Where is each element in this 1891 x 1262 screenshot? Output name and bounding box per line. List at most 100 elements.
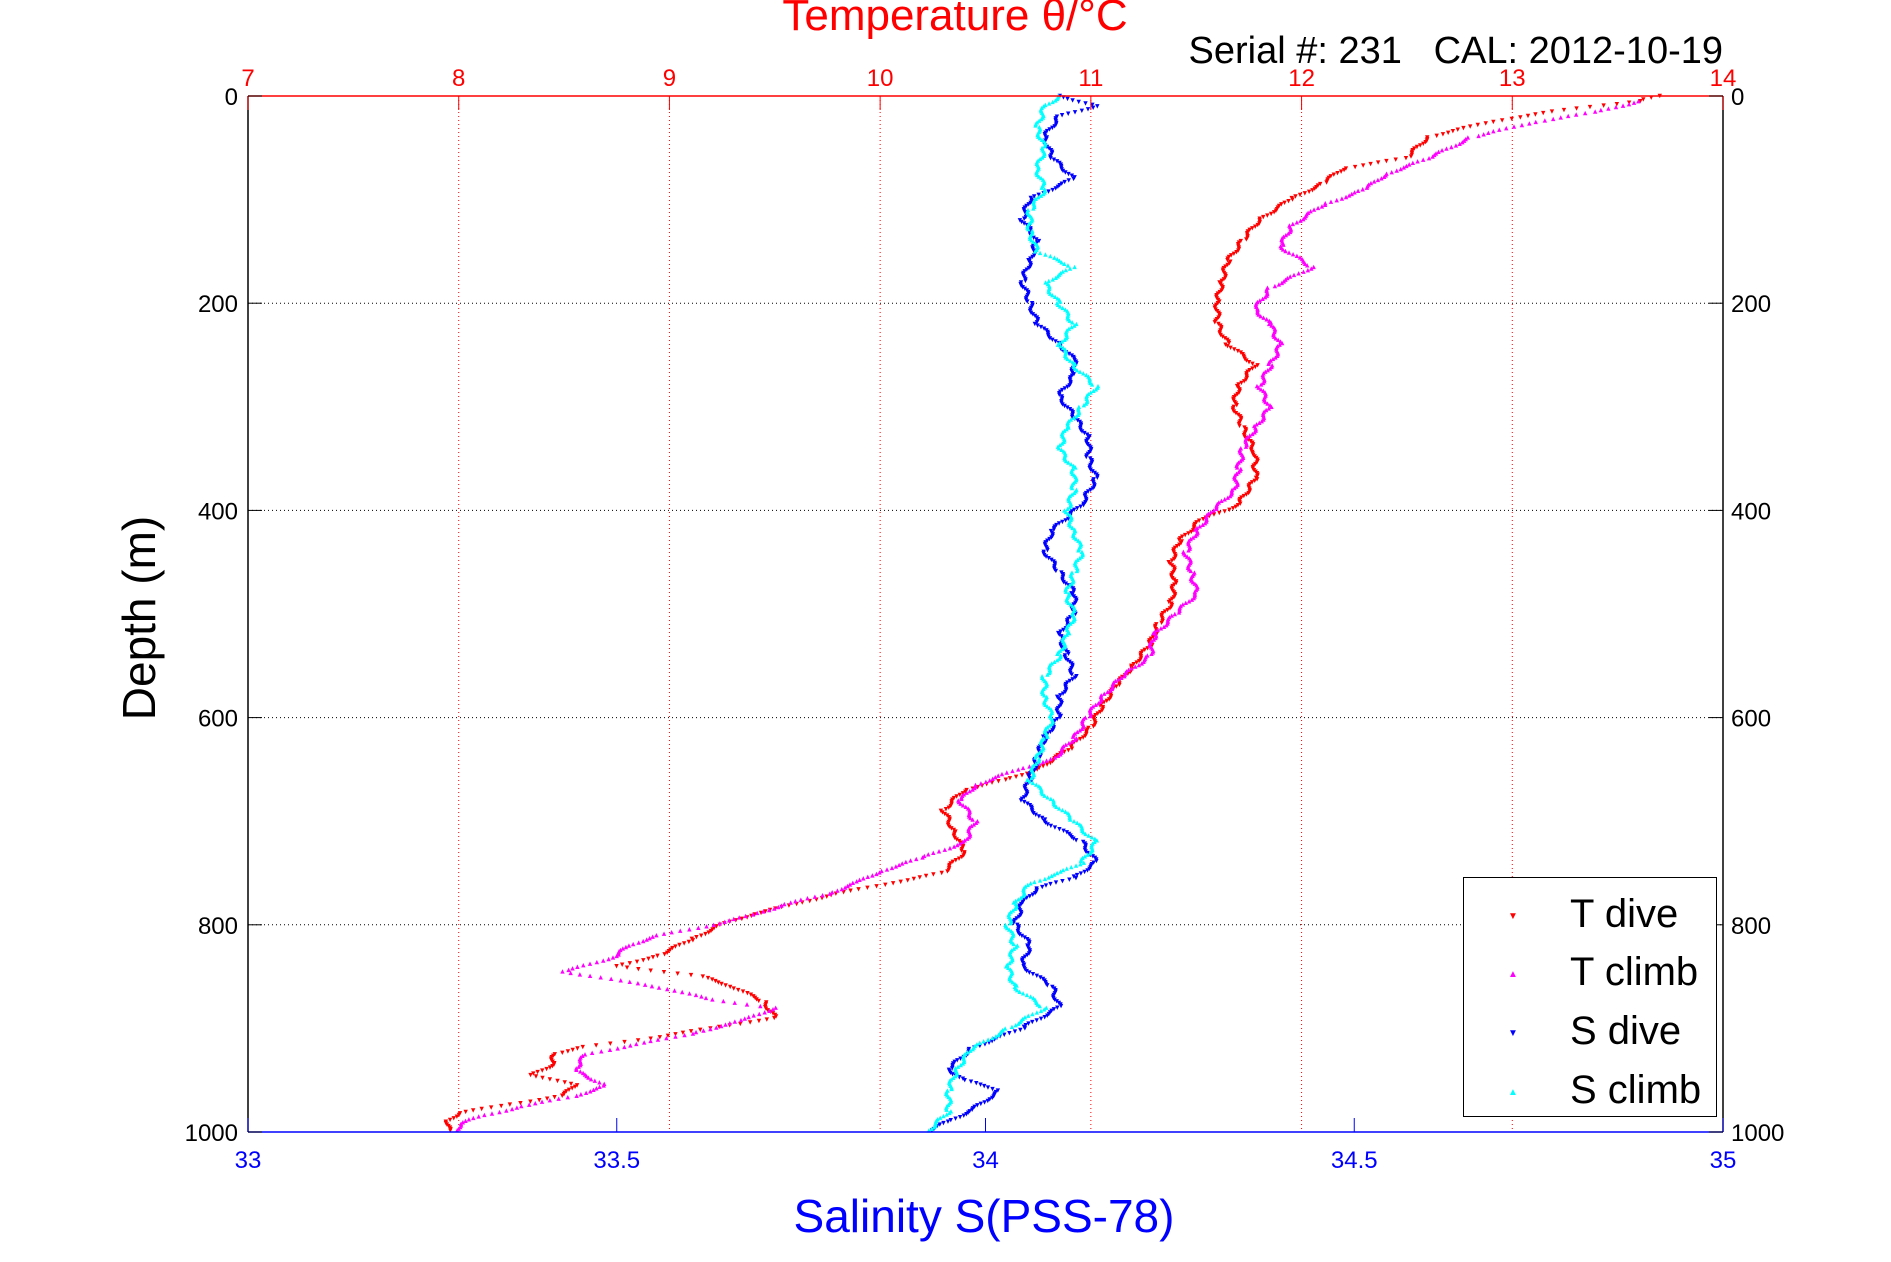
data-point <box>1070 414 1075 420</box>
data-point <box>656 985 662 990</box>
data-point <box>1032 321 1038 327</box>
data-point <box>562 1080 567 1085</box>
data-point <box>812 894 818 899</box>
tick-label-top: 9 <box>663 65 676 92</box>
data-point <box>1445 130 1451 135</box>
data-point <box>1225 344 1230 349</box>
data-point <box>1598 107 1604 113</box>
data-point <box>1003 777 1008 782</box>
data-point <box>627 979 632 984</box>
tick-label-top: 10 <box>867 65 894 92</box>
data-point <box>1067 318 1072 323</box>
data-point <box>970 1046 975 1052</box>
data-point <box>874 884 879 889</box>
data-point <box>570 966 575 971</box>
data-point <box>1266 361 1271 366</box>
data-point <box>547 1065 553 1070</box>
data-point <box>1169 558 1175 563</box>
data-point <box>727 984 733 990</box>
legend-item-t-climb: ▲ T climb <box>1464 946 1718 1002</box>
data-point <box>1264 317 1269 322</box>
data-point <box>1280 247 1286 252</box>
data-point <box>748 992 754 997</box>
data-point <box>1033 761 1038 767</box>
data-point <box>1066 740 1072 746</box>
data-point <box>1014 916 1019 921</box>
data-point <box>959 854 965 860</box>
data-point <box>608 976 614 982</box>
tick-label-right: 200 <box>1731 291 1771 318</box>
data-point <box>1067 817 1073 822</box>
data-point <box>1068 461 1074 467</box>
data-point <box>504 1108 509 1113</box>
data-point <box>1083 401 1089 406</box>
data-point <box>1265 401 1270 406</box>
data-point <box>1013 774 1019 779</box>
data-point <box>690 938 696 943</box>
data-point <box>650 955 656 960</box>
data-point <box>714 924 719 929</box>
data-point <box>772 906 777 911</box>
data-point <box>1067 583 1072 588</box>
data-point <box>1533 119 1538 125</box>
data-point <box>1054 658 1060 663</box>
data-point <box>1059 113 1065 118</box>
data-point <box>754 997 759 1002</box>
data-point <box>1028 881 1033 886</box>
data-point <box>1436 149 1441 154</box>
data-point <box>634 959 640 964</box>
data-point <box>1083 733 1088 739</box>
data-point <box>981 1083 987 1089</box>
data-point <box>1328 199 1334 204</box>
data-point <box>1063 307 1068 312</box>
chart-title: Temperature θ/°C <box>782 0 1127 40</box>
data-point <box>1060 691 1066 696</box>
data-point <box>738 1021 743 1027</box>
data-point <box>1174 544 1180 549</box>
data-point <box>754 910 760 916</box>
data-point <box>1056 446 1062 451</box>
data-point <box>745 990 750 996</box>
data-point <box>1046 146 1052 151</box>
data-point <box>665 986 670 992</box>
data-point <box>1056 806 1062 811</box>
data-point <box>1004 925 1010 931</box>
data-point <box>1253 364 1258 370</box>
data-point <box>693 1029 699 1035</box>
tick-label-bottom: 33.5 <box>593 1147 640 1174</box>
tick-label-bottom: 34.5 <box>1331 1147 1378 1174</box>
data-point <box>565 1049 571 1054</box>
data-point <box>1081 830 1086 835</box>
data-point <box>1034 240 1040 245</box>
data-point <box>471 1115 476 1121</box>
data-point <box>1056 521 1062 526</box>
data-point <box>1169 596 1175 602</box>
data-point <box>990 1095 995 1101</box>
data-point <box>1022 799 1027 805</box>
data-point <box>911 876 917 882</box>
data-point <box>1043 883 1049 888</box>
data-point <box>1067 505 1072 510</box>
data-point <box>950 859 956 865</box>
data-point <box>945 869 950 874</box>
data-point <box>1090 486 1096 491</box>
data-point <box>635 981 641 986</box>
data-point <box>1022 286 1028 292</box>
tick-label-left: 0 <box>225 84 238 111</box>
data-point <box>954 794 959 799</box>
data-point <box>1032 249 1038 254</box>
data-point <box>1301 216 1306 222</box>
data-point <box>1038 175 1044 181</box>
data-point <box>1096 701 1101 706</box>
data-point <box>1304 263 1310 268</box>
data-point <box>1319 204 1325 209</box>
tick-label-left: 600 <box>198 706 238 733</box>
data-point <box>1060 878 1065 884</box>
data-point <box>1266 321 1272 327</box>
data-point <box>1062 403 1067 409</box>
data-point <box>1075 820 1080 825</box>
data-point <box>1497 127 1502 132</box>
data-point <box>677 942 682 948</box>
data-point <box>1217 289 1222 295</box>
data-point <box>1055 274 1060 279</box>
